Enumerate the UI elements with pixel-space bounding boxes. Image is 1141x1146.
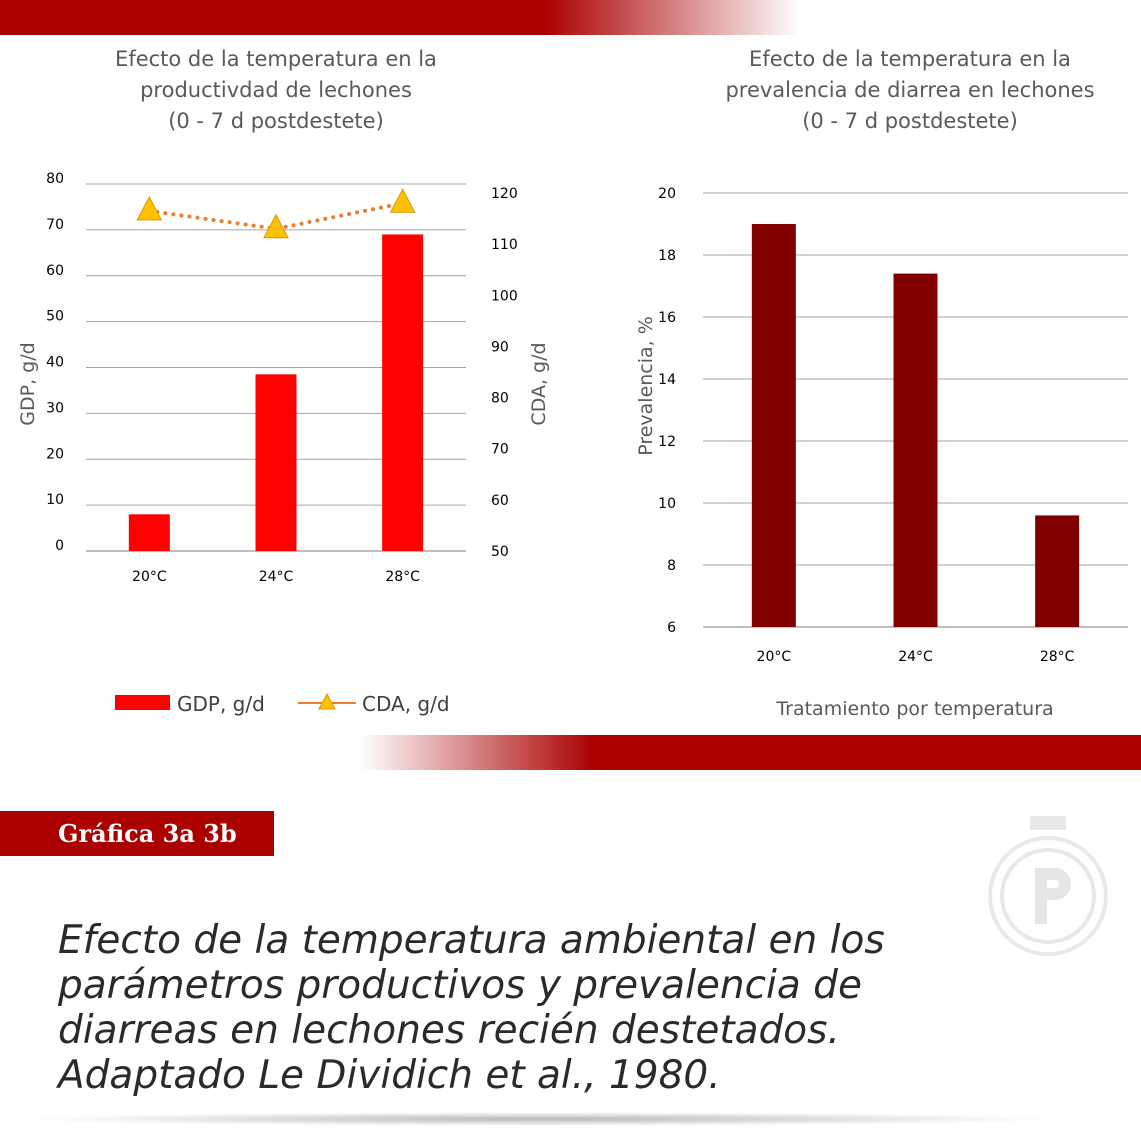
legend-gdp-label: GDP, g/d [177, 692, 265, 716]
y2-tick-label: 90 [491, 339, 509, 355]
legend-gdp-swatch [115, 695, 170, 710]
x-tick-label: 24°C [259, 569, 294, 585]
figure-badge: Gráfica 3a 3b [0, 811, 274, 856]
chart-a-right-tick-labels: 50 60 70 80 90 100 110 120 [491, 186, 518, 560]
cda-marker [389, 188, 416, 213]
caption-line: diarreas en lechones recién destetados. [58, 1008, 840, 1053]
brand-logo-watermark [988, 816, 1108, 956]
y-tick-label: 16 [658, 310, 676, 326]
gdp-bar [255, 374, 297, 551]
chart-a-bars [128, 234, 424, 551]
chart-b-title-line-3: (0 - 7 d postdestete) [802, 109, 1018, 133]
y-tick-label: 20 [658, 186, 676, 202]
y-tick-label: 10 [46, 492, 64, 508]
chart-b-bars [751, 224, 1080, 627]
chart-b-title-line-1: Efecto de la temperatura en la [749, 47, 1071, 71]
gdp-bar [128, 514, 170, 551]
chart-b-tick-labels: 6 8 10 12 14 16 18 20 [658, 186, 676, 636]
legend-cda-marker [318, 692, 336, 710]
prevalence-bar [893, 273, 938, 627]
y-tick-label: 80 [46, 171, 64, 187]
x-tick-label: 28°C [385, 569, 420, 585]
y2-tick-label: 80 [491, 391, 509, 407]
chart-b-category-labels: 20°C 24°C 28°C [757, 649, 1075, 665]
chart-b-x-axis-label: Tratamiento por temperatura [775, 698, 1053, 720]
y2-tick-label: 50 [491, 544, 509, 560]
y-tick-label: 14 [658, 372, 676, 388]
cda-marker [263, 213, 289, 239]
chart-a-legend: GDP, g/d CDA, g/d [115, 692, 450, 716]
legend-cda-label: CDA, g/d [362, 692, 450, 716]
top-decorative-band [0, 0, 800, 35]
chart-a-y2-axis-label: CDA, g/d [528, 342, 550, 425]
y-tick-label: 50 [46, 309, 64, 325]
prevalence-bar [1035, 515, 1080, 627]
y-tick-label: 8 [667, 558, 676, 574]
chart-a-title-line-3: (0 - 7 d postdestete) [168, 109, 384, 133]
y2-tick-label: 100 [491, 288, 518, 304]
prevalence-chart: Efecto de la temperatura en la prevalenc… [635, 47, 1128, 720]
y2-tick-label: 120 [491, 186, 518, 202]
chart-a-title-line-1: Efecto de la temperatura en la [115, 47, 437, 71]
y2-tick-label: 110 [491, 237, 518, 253]
gdp-cda-chart: Efecto de la temperatura en la productiv… [17, 47, 550, 716]
chart-a-category-labels: 20°C 24°C 28°C [132, 569, 420, 585]
chart-a-y-axis-label: GDP, g/d [17, 342, 39, 425]
x-tick-label: 28°C [1040, 649, 1075, 665]
prevalence-bar [751, 224, 796, 627]
bottom-shadow [20, 1112, 1060, 1126]
chart-a-title-line-2: productivdad de lechones [140, 78, 412, 102]
y-tick-label: 6 [667, 620, 676, 636]
y-tick-label: 30 [46, 400, 64, 416]
y-tick-label: 70 [46, 217, 64, 233]
figure-caption: Efecto de la temperatura ambiental en lo… [58, 918, 958, 1098]
x-tick-label: 20°C [757, 649, 792, 665]
y-tick-label: 18 [658, 248, 676, 264]
cda-marker [136, 195, 163, 221]
caption-line: Adaptado Le Dividich et al., 1980. [58, 1053, 721, 1098]
caption-line: Efecto de la temperatura ambiental en lo… [58, 918, 885, 963]
y-tick-label: 10 [658, 496, 676, 512]
y-tick-label: 0 [55, 538, 64, 554]
middle-decorative-band [360, 735, 1141, 770]
chart-b-y-axis-label: Prevalencia, % [635, 316, 657, 456]
chart-a-cda-line [136, 188, 416, 239]
y-tick-label: 40 [46, 355, 64, 371]
chart-a-left-tick-labels: 0 10 20 30 40 50 60 70 80 [46, 171, 64, 554]
y2-tick-label: 60 [491, 493, 509, 509]
y-tick-label: 60 [46, 263, 64, 279]
x-tick-label: 24°C [898, 649, 933, 665]
y-tick-label: 12 [658, 434, 676, 450]
caption-line: parámetros productivos y prevalencia de [58, 963, 862, 1008]
chart-b-title-line-2: prevalencia de diarrea en lechones [725, 78, 1094, 102]
gdp-bar [382, 234, 424, 551]
y2-tick-label: 70 [491, 442, 509, 458]
y-tick-label: 20 [46, 446, 64, 462]
x-tick-label: 20°C [132, 569, 167, 585]
